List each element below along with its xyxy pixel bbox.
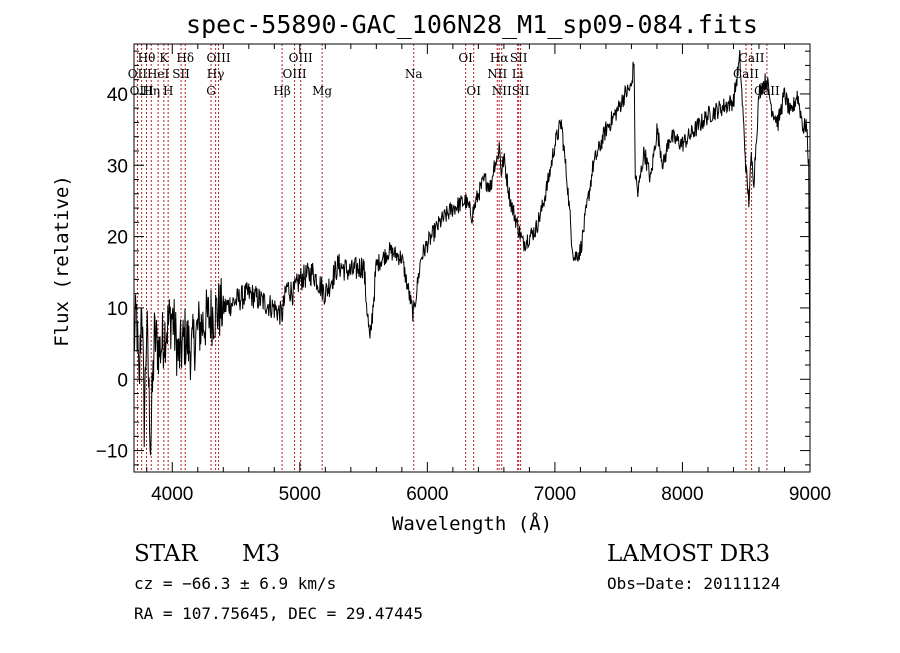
spectral-line-label: CaII	[733, 67, 759, 81]
x-tick-label: 5000	[279, 484, 321, 505]
spectral-line-label: OI	[466, 84, 481, 98]
object-class: STAR	[134, 541, 198, 567]
spectral-line-label: OIII	[130, 84, 154, 98]
x-tick-label: 8000	[661, 484, 703, 505]
spectral-line-label: SII	[512, 84, 530, 98]
x-axis-label: Wavelength (Å)	[392, 512, 552, 535]
spectral-line-label: NII	[492, 84, 512, 98]
spectral-line-label: Hη	[142, 84, 160, 98]
flux-series-line	[133, 49, 811, 456]
x-tick-label: 7000	[534, 484, 576, 505]
object-subclass: M3	[242, 541, 280, 567]
y-tick-label: 40	[107, 85, 128, 106]
y-tick-label: 0	[117, 370, 128, 391]
spectral-line-label: Hθ	[138, 51, 156, 65]
coordinates: RA = 107.75645, DEC = 29.47445	[134, 604, 423, 623]
spectral-line-label: OIII	[289, 51, 313, 65]
chart-title: spec-55890-GAC_106N28_M1_sp09-084.fits	[186, 10, 758, 39]
spectral-line-label: Li	[512, 67, 524, 81]
spectral-line-labels: HθOIIOIIIHηHeIKHSIIHδGOIIIHγHβOIIIOIIIMg…	[128, 51, 780, 98]
spectral-line-label: K	[159, 51, 169, 65]
survey-name: LAMOST DR3	[607, 541, 770, 567]
spectral-line-markers	[136, 44, 768, 472]
velocity-readout: cz = −66.3 ± 6.9 km/s	[134, 574, 336, 593]
spectral-line-label: CaII	[739, 51, 765, 65]
y-axis-label: Flux (relative)	[51, 175, 73, 347]
y-axis-ticks: −10 0 10 20 30 40	[96, 50, 810, 466]
spectral-line-label: OIII	[283, 67, 307, 81]
spectral-line-label: HeI	[147, 67, 170, 81]
spectral-line-label: Hδ	[176, 51, 194, 65]
spectral-line-label: OIII	[207, 51, 231, 65]
spectral-line-label: Na	[405, 67, 423, 81]
spectral-line-label: H	[163, 84, 173, 98]
spectral-line-label: SII	[172, 67, 190, 81]
spectral-line-label: Mg	[312, 84, 332, 98]
y-tick-label: −10	[96, 442, 128, 463]
spectral-line-label: G	[206, 84, 216, 98]
x-axis-ticks: 4000 5000 6000 7000 8000 9000	[146, 44, 831, 505]
obs-date: Obs−Date: 20111124	[607, 574, 780, 593]
spectral-line-label: OII	[128, 67, 148, 81]
spectral-line-label: Hγ	[207, 67, 225, 81]
x-tick-label: 6000	[406, 484, 448, 505]
spectral-line-label: Hα	[490, 51, 509, 65]
plot-frame	[133, 43, 811, 473]
x-tick-label: 4000	[151, 484, 193, 505]
spectral-line-label: Hβ	[273, 84, 290, 98]
spectral-line-label: NII	[487, 67, 507, 81]
x-tick-label: 9000	[789, 484, 831, 505]
spectral-line-label: SII	[510, 51, 528, 65]
y-tick-label: 30	[107, 156, 128, 177]
y-tick-label: 10	[107, 299, 128, 320]
y-tick-label: 20	[107, 228, 128, 249]
spectral-line-label: OI	[458, 51, 473, 65]
